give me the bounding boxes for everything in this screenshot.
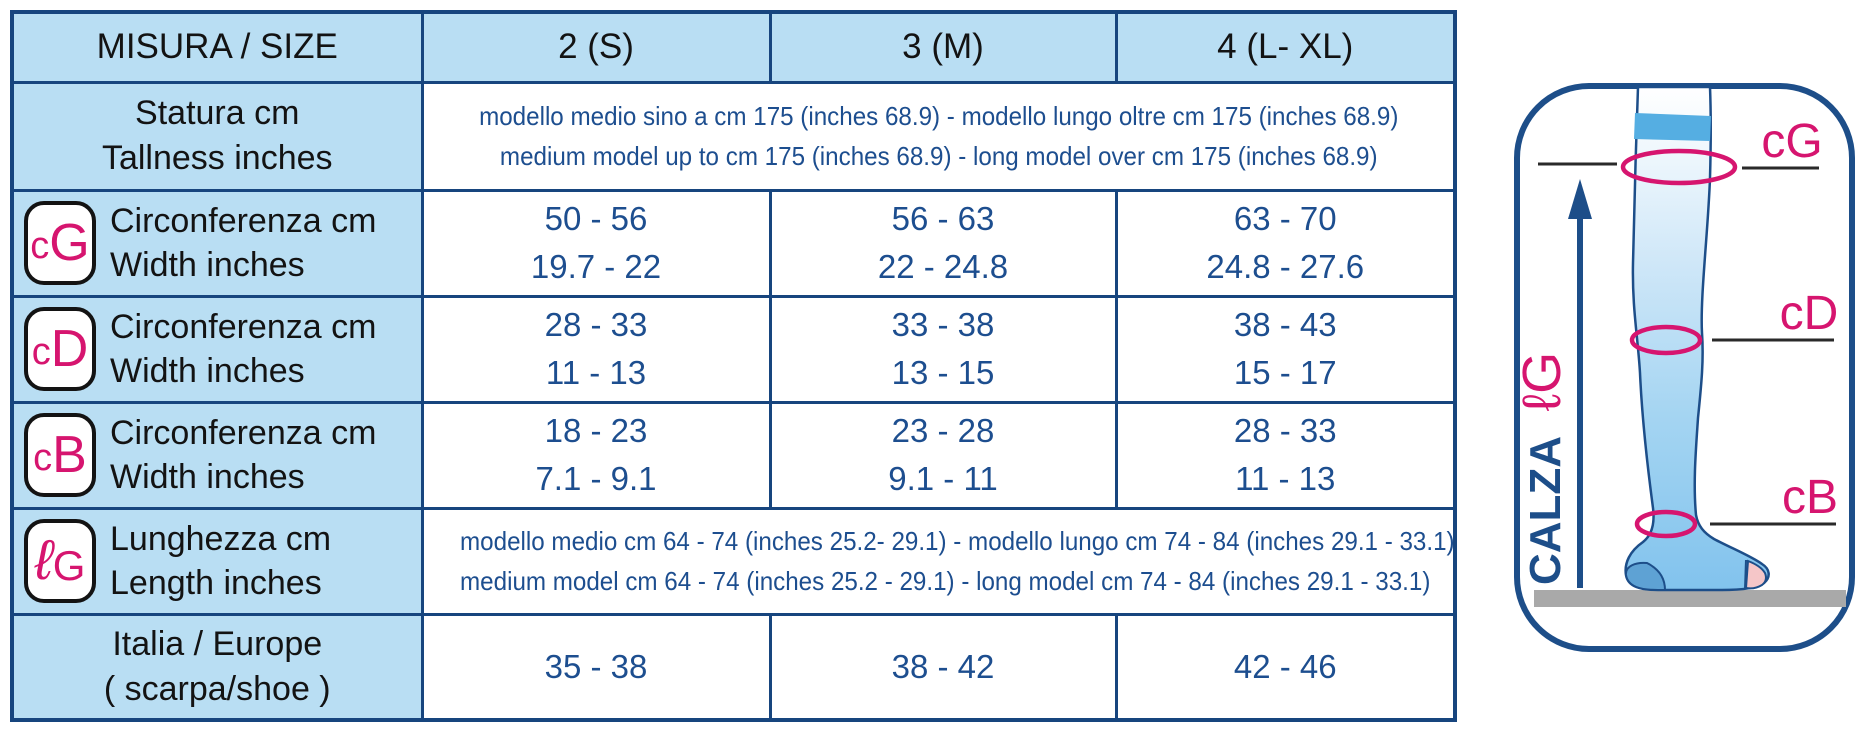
cg-size3-cell: 56 - 63 22 - 24.8 [768,188,1118,298]
cd-size3-cell: 33 - 38 13 - 15 [768,294,1118,404]
shoe-size3-cell: 38 - 42 [768,612,1118,722]
cd-s4-cm: 38 - 43 [1233,306,1337,344]
cb-label: cB [1782,471,1838,524]
cb-s2-cm: 18 - 23 [544,412,648,450]
cd-measure-ellipse [1629,324,1703,356]
label-cd-line1: Circonferenza cm [110,307,377,346]
cd-badge-big: D [50,320,89,378]
cb-s4-in: 11 - 13 [1235,460,1336,497]
cd-badge-small: c [31,330,51,373]
label-cd-line2: Width inches [110,352,305,390]
cb-size4-cell: 28 - 33 11 - 13 [1114,400,1457,510]
cb-size2-cell: 18 - 23 7.1 - 9.1 [420,400,772,510]
heel-patch [1624,561,1667,591]
cd-s2-cm: 28 - 33 [544,306,648,344]
shoe-s4: 42 - 46 [1233,647,1337,685]
size-chart-table: MISURA / SIZE 2 (S) 3 (M) 4 (L- XL) Stat… [10,10,1457,722]
shoe-size2-cell: 35 - 38 [420,612,772,722]
label-lunghezza-line2: Length inches [110,564,322,602]
cd-size4-cell: 38 - 43 15 - 17 [1114,294,1457,404]
calza-text: CALZA [1521,437,1570,585]
label-shoe-size: Italia / Europe ( scarpa/shoe ) [10,612,424,722]
lunghezza-text-en: medium model cm 64 - 74 (inches 25.2 - 2… [459,566,1430,596]
cb-s3-in: 9.1 - 11 [888,460,998,497]
cg-badge-big: G [49,214,90,272]
row-statura: Statura cm Tallness inches modello medio… [10,80,1457,192]
lg-symbol-text: ℓG [1514,352,1572,411]
header-row: MISURA / SIZE 2 (S) 3 (M) 4 (L- XL) [10,10,1457,84]
length-arrow-head [1568,179,1592,219]
cg-s3-cm: 56 - 63 [891,200,995,238]
cg-label: cG [1761,115,1822,168]
label-statura-line2: Tallness inches [101,139,333,177]
header-size-3m: 3 (M) [768,10,1118,84]
cg-size2-cell: 50 - 56 19.7 - 22 [420,188,772,298]
shoe-s2: 35 - 38 [544,647,648,685]
cg-s4-in: 24.8 - 27.6 [1206,248,1365,285]
cg-measure-ellipse [1620,148,1738,186]
label-cg-line2: Width inches [110,246,305,284]
cg-s2-cm: 50 - 56 [544,200,648,238]
lunghezza-text-it: modello medio cm 64 - 74 (inches 25.2- 2… [459,525,1455,556]
lg-badge-big: G [52,542,86,589]
cg-size4-cell: 63 - 70 24.8 - 27.6 [1114,188,1457,298]
lg-badge-script: ℓ [34,527,53,591]
header-size-4lxl: 4 (L- XL) [1114,10,1457,84]
leg-measurement-diagram: cG cD cB CALZA ℓG [1514,83,1855,652]
cb-badge-small: c [33,436,53,479]
row-shoe-size: Italia / Europe ( scarpa/shoe ) 35 - 38 … [10,612,1457,722]
cd-label: cD [1780,287,1839,340]
cd-s4-in: 15 - 17 [1233,354,1337,391]
label-cb-line2: Width inches [110,458,305,496]
cb-s3-cm: 23 - 28 [891,412,995,450]
label-lunghezza-line1: Lunghezza cm [110,519,332,558]
cg-s3-in: 22 - 24.8 [877,248,1009,285]
cb-size3-cell: 23 - 28 9.1 - 11 [768,400,1118,510]
label-shoe-line1: Italia / Europe [112,624,323,663]
stocking-toe-edge [1744,559,1747,590]
cg-s2-in: 19.7 - 22 [530,248,662,285]
cd-s3-in: 13 - 15 [891,354,995,391]
floor-bar [1534,590,1846,607]
label-statura-line1: Statura cm [135,94,300,133]
label-cg-line1: Circonferenza cm [110,201,377,240]
value-statura-merged: modello medio sino a cm 175 (inches 68.9… [420,80,1457,192]
header-size-2s: 2 (S) [420,10,772,84]
shoe-s3: 38 - 42 [891,647,995,685]
value-lunghezza-merged: modello medio cm 64 - 74 (inches 25.2- 2… [420,506,1457,616]
header-misura-size: MISURA / SIZE [10,10,424,84]
open-toe [1744,559,1767,590]
shoe-size4-cell: 42 - 46 [1114,612,1457,722]
cg-badge-small: c [30,224,50,267]
calza-rotated-label: CALZA ℓG [1514,352,1572,585]
statura-text-en: medium model up to cm 175 (inches 68.9) … [499,141,1378,171]
cb-s4-cm: 28 - 33 [1233,412,1337,450]
cb-badge-big: B [52,426,87,484]
cd-s2-in: 11 - 13 [545,354,647,391]
cd-s3-cm: 33 - 38 [891,306,995,344]
cb-measure-ellipse [1634,509,1698,539]
label-cb-line1: Circonferenza cm [110,413,377,452]
cb-s2-in: 7.1 - 9.1 [535,460,657,497]
label-shoe-line2: ( scarpa/shoe ) [103,669,331,708]
cg-s4-cm: 63 - 70 [1233,200,1337,238]
stocking-top-band [1634,113,1711,141]
statura-text-it: modello medio sino a cm 175 (inches 68.9… [478,100,1398,131]
label-statura: Statura cm Tallness inches [10,80,424,192]
cd-size2-cell: 28 - 33 11 - 13 [420,294,772,404]
